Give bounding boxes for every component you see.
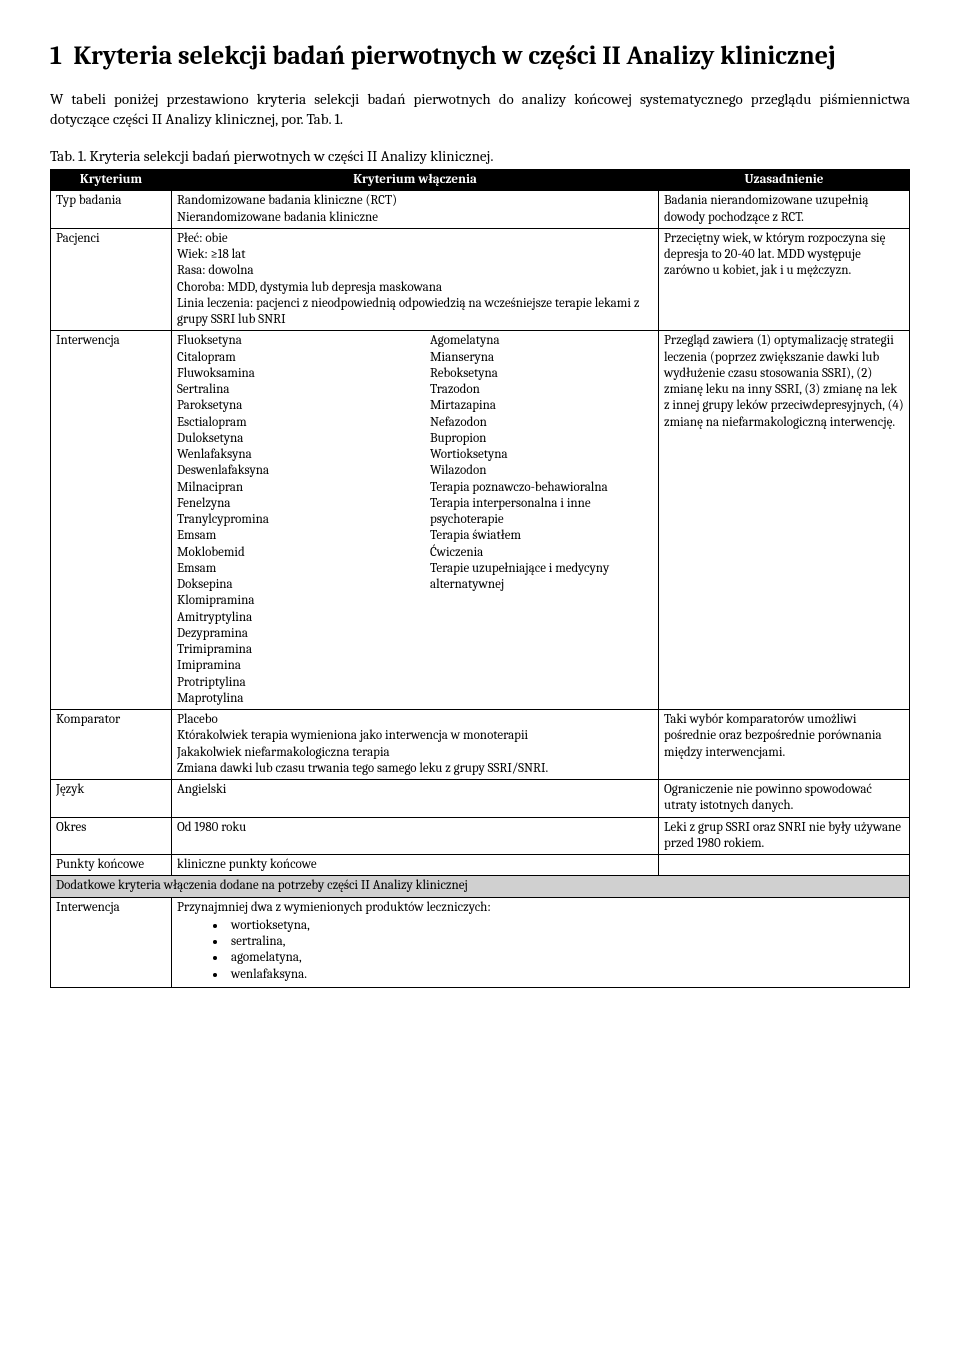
intervention-item: Terapia interpersonalna i inne psychoter… (430, 496, 653, 529)
row-punkty-koncowe: Punkty końcowe kliniczne punkty końcowe (51, 855, 910, 876)
cell-justification: Przeciętny wiek, w którym rozpoczyna się… (659, 228, 910, 331)
cell-justification: Leki z grup SSRI oraz SNRI nie były używ… (659, 817, 910, 855)
intervention-col-b: AgomelatynaMianserynaReboksetynaTrazodon… (430, 333, 653, 707)
cell-inclusion: Od 1980 roku (172, 817, 659, 855)
cell-inclusion: Placebo Którakolwiek terapia wymieniona … (172, 710, 659, 780)
section-heading: 1 Kryteria selekcji badań pierwotnych w … (50, 40, 910, 73)
cell-justification: Ograniczenie nie powinno spowodować utra… (659, 780, 910, 818)
heading-number: 1 (50, 41, 62, 71)
cell-label: Interwencja (51, 331, 172, 710)
row-jezyk: Język Angielski Ograniczenie nie powinno… (51, 780, 910, 818)
intervention-item: Mianseryna (430, 350, 653, 366)
extra-bullet-item: wortioksetyna, (227, 918, 904, 934)
intervention-item: Terapie uzupełniające i medycyny alterna… (430, 561, 653, 594)
extra-bullet-list: wortioksetyna,sertralina,agomelatyna,wen… (227, 918, 904, 983)
cell-label: Pacjenci (51, 228, 172, 331)
intervention-item: Milnacipran (177, 480, 400, 496)
intervention-item: Duloksetyna (177, 431, 400, 447)
intervention-item: Fluwoksamina (177, 366, 400, 382)
cell-inclusion: Przynajmniej dwa z wymienionych produktó… (172, 897, 910, 987)
cell-label: Punkty końcowe (51, 855, 172, 876)
intervention-item: Wenlafaksyna (177, 447, 400, 463)
row-pacjenci: Pacjenci Płeć: obie Wiek: ≥18 lat Rasa: … (51, 228, 910, 331)
intervention-item: Ćwiczenia (430, 545, 653, 561)
intervention-item: Bupropion (430, 431, 653, 447)
cell-inclusion: FluoksetynaCitalopramFluwoksaminaSertral… (172, 331, 659, 710)
cell-inclusion: Płeć: obie Wiek: ≥18 lat Rasa: dowolna C… (172, 228, 659, 331)
intervention-item: Moklobemid (177, 545, 400, 561)
subheader-text: Dodatkowe kryteria włączenia dodane na p… (51, 876, 910, 897)
intervention-item: Dezypramina (177, 626, 400, 642)
intervention-item: Wortioksetyna (430, 447, 653, 463)
intervention-item: Citalopram (177, 350, 400, 366)
table-header-row: Kryterium Kryterium włączenia Uzasadnien… (51, 170, 910, 191)
intervention-item: Paroksetyna (177, 398, 400, 414)
intervention-item: Trazodon (430, 382, 653, 398)
cell-label: Interwencja (51, 897, 172, 987)
intervention-item: Amitryptylina (177, 610, 400, 626)
row-subheader: Dodatkowe kryteria włączenia dodane na p… (51, 876, 910, 897)
col-kryterium: Kryterium (51, 170, 172, 191)
intervention-item: Nefazodon (430, 415, 653, 431)
row-okres: Okres Od 1980 roku Leki z grup SSRI oraz… (51, 817, 910, 855)
row-typ-badania: Typ badania Randomizowane badania klinic… (51, 191, 910, 229)
cell-label: Komparator (51, 710, 172, 780)
cell-label: Język (51, 780, 172, 818)
table-caption: Tab. 1. Kryteria selekcji badań pierwotn… (50, 147, 910, 165)
intervention-item: Mirtazapina (430, 398, 653, 414)
intervention-item: Maprotylina (177, 691, 400, 707)
intervention-item: Sertralina (177, 382, 400, 398)
cell-label: Typ badania (51, 191, 172, 229)
intervention-item: Esctialopram (177, 415, 400, 431)
criteria-table: Kryterium Kryterium włączenia Uzasadnien… (50, 169, 910, 988)
intervention-item: Emsam (177, 528, 400, 544)
intervention-item: Emsam (177, 561, 400, 577)
intervention-item: Tranylcypromina (177, 512, 400, 528)
row-extra-interwencja: Interwencja Przynajmniej dwa z wymienion… (51, 897, 910, 987)
intervention-item: Imipramina (177, 658, 400, 674)
intervention-item: Wilazodon (430, 463, 653, 479)
row-komparator: Komparator Placebo Którakolwiek terapia … (51, 710, 910, 780)
intervention-item: Agomelatyna (430, 333, 653, 349)
heading-text: Kryteria selekcji badań pierwotnych w cz… (73, 41, 835, 71)
col-wlaczenia: Kryterium włączenia (172, 170, 659, 191)
cell-inclusion: kliniczne punkty końcowe (172, 855, 659, 876)
intervention-item: Deswenlafaksyna (177, 463, 400, 479)
extra-bullet-item: wenlafaksyna. (227, 967, 904, 983)
intervention-item: Doksepina (177, 577, 400, 593)
extra-bullet-item: sertralina, (227, 934, 904, 950)
cell-inclusion: Randomizowane badania kliniczne (RCT) Ni… (172, 191, 659, 229)
intervention-item: Fluoksetyna (177, 333, 400, 349)
intervention-item: Fenelzyna (177, 496, 400, 512)
cell-label: Okres (51, 817, 172, 855)
row-interwencja: Interwencja FluoksetynaCitalopramFluwoks… (51, 331, 910, 710)
cell-justification: Przegląd zawiera (1) optymalizację strat… (659, 331, 910, 710)
intervention-col-a: FluoksetynaCitalopramFluwoksaminaSertral… (177, 333, 400, 707)
intervention-item: Terapia poznawczo-behawioralna (430, 480, 653, 496)
cell-justification: Taki wybór komparatorów umożliwi pośredn… (659, 710, 910, 780)
cell-justification (659, 855, 910, 876)
cell-inclusion: Angielski (172, 780, 659, 818)
intervention-item: Reboksetyna (430, 366, 653, 382)
intervention-item: Protriptylina (177, 675, 400, 691)
cell-justification: Badania nierandomizowane uzupełnią dowod… (659, 191, 910, 229)
extra-bullet-item: agomelatyna, (227, 950, 904, 966)
intervention-item: Terapia światłem (430, 528, 653, 544)
intro-paragraph: W tabeli poniżej przestawiono kryteria s… (50, 89, 910, 130)
intervention-item: Trimipramina (177, 642, 400, 658)
col-uzasadnienie: Uzasadnienie (659, 170, 910, 191)
intervention-item: Klomipramina (177, 593, 400, 609)
